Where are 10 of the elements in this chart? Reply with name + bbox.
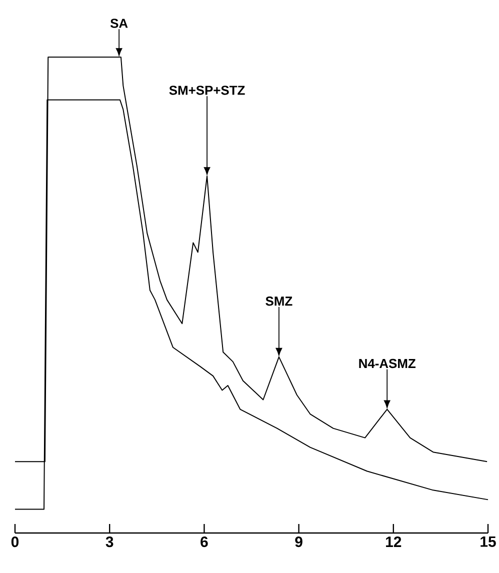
x-tick-label: 0 (11, 536, 19, 548)
x-tick-label: 15 (480, 536, 496, 547)
annotation: SM+SP+STZ (169, 86, 245, 95)
annotation: SA (110, 18, 128, 28)
x-tick-label: 3 (106, 536, 114, 548)
x-tick-label: 6 (200, 536, 208, 548)
annotation: SMZ (266, 296, 292, 306)
x-tick-label: 9 (295, 536, 302, 548)
annotation: N4-ASMZ (359, 358, 416, 368)
x-tick-label: 12 (386, 536, 402, 547)
